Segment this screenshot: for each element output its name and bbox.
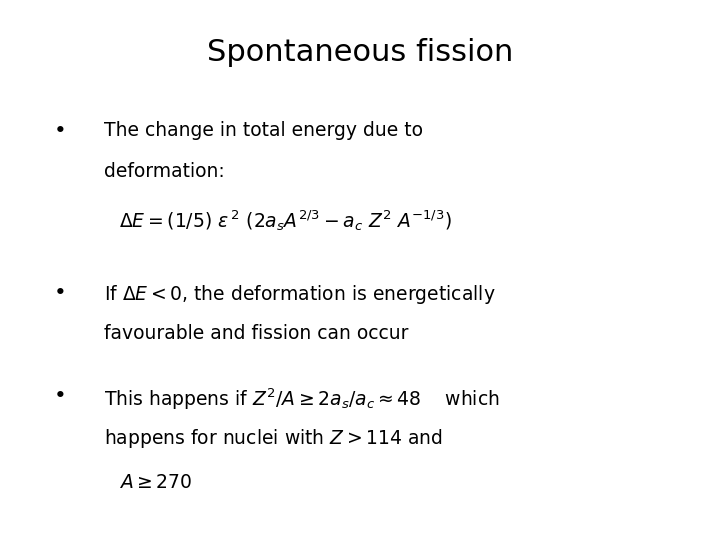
Text: •: • — [54, 386, 67, 406]
Text: favourable and fission can occur: favourable and fission can occur — [104, 324, 409, 343]
Text: This happens if $Z^2/A \geq 2a_s/a_c \approx 48$    which: This happens if $Z^2/A \geq 2a_s/a_c \ap… — [104, 386, 500, 411]
Text: Spontaneous fission: Spontaneous fission — [207, 38, 513, 67]
Text: •: • — [54, 122, 67, 141]
Text: •: • — [54, 284, 67, 303]
Text: deformation:: deformation: — [104, 162, 225, 181]
Text: $\it{\Delta E = (1/5)\ \varepsilon^{\,2}\ (2a_s A^{2/3} - a_c\ Z^2\ A^{-1/3})}$: $\it{\Delta E = (1/5)\ \varepsilon^{\,2}… — [119, 208, 451, 233]
Text: If $\Delta E < 0$, the deformation is energetically: If $\Delta E < 0$, the deformation is en… — [104, 284, 496, 307]
Text: happens for nuclei with $Z > 114$ and: happens for nuclei with $Z > 114$ and — [104, 427, 444, 450]
Text: The change in total energy due to: The change in total energy due to — [104, 122, 423, 140]
Text: $A \geq 270$: $A \geq 270$ — [119, 472, 192, 491]
